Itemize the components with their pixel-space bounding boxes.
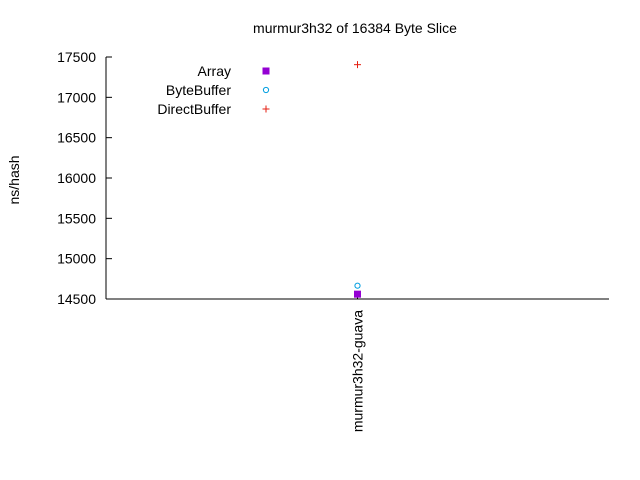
data-point bbox=[354, 290, 361, 298]
y-tick-label: 15000 bbox=[57, 251, 96, 267]
legend-marker bbox=[262, 105, 270, 113]
y-tick-label: 14500 bbox=[57, 291, 96, 307]
x-ticks: murmur3h32-guava bbox=[350, 293, 366, 432]
y-tick-label: 15500 bbox=[57, 210, 96, 226]
legend-item: ByteBuffer bbox=[166, 82, 270, 98]
data-point bbox=[354, 282, 361, 289]
data-point bbox=[354, 61, 361, 69]
legend: Array ByteBuffer DirectBuffer bbox=[157, 63, 270, 117]
y-tick-label: 16000 bbox=[57, 170, 96, 186]
plot-markers bbox=[354, 61, 361, 298]
legend-item: DirectBuffer bbox=[157, 101, 270, 117]
y-tick-label: 16500 bbox=[57, 130, 96, 146]
y-axis-label: ns/hash bbox=[6, 155, 22, 204]
y-tick-label: 17500 bbox=[57, 49, 96, 65]
legend-label: Array bbox=[198, 63, 231, 79]
legend-marker bbox=[262, 86, 270, 94]
x-tick-label: murmur3h32-guava bbox=[350, 310, 366, 432]
legend-item: Array bbox=[198, 63, 270, 79]
chart-title: murmur3h32 of 16384 Byte Slice bbox=[253, 20, 457, 36]
y-ticks: 14500 15000 15500 16000 16500 17000 17500 bbox=[57, 49, 112, 307]
legend-label: ByteBuffer bbox=[166, 82, 231, 98]
y-tick-label: 17000 bbox=[57, 89, 96, 105]
legend-label: DirectBuffer bbox=[157, 101, 231, 117]
legend-marker bbox=[262, 67, 270, 75]
